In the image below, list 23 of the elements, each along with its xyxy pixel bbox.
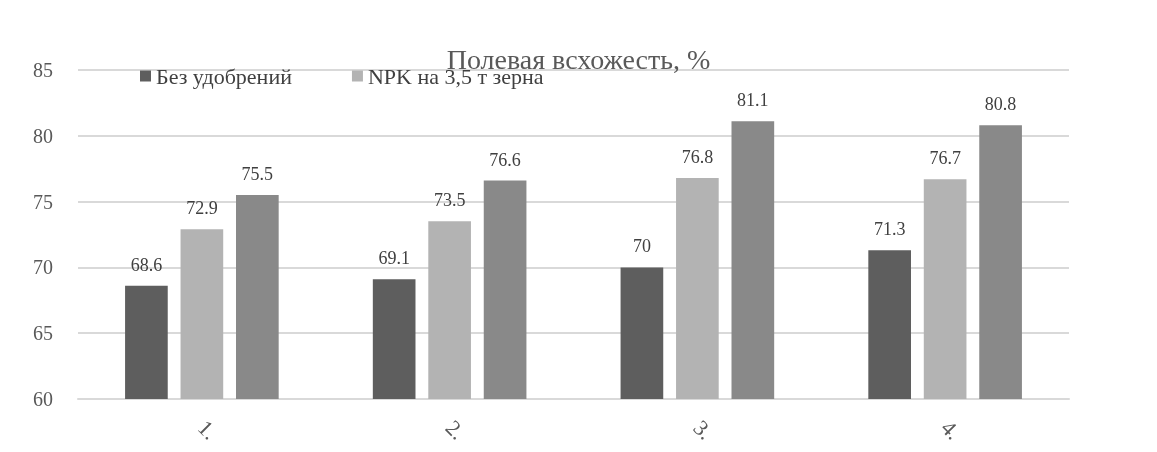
x-tick-label: 3.: [688, 415, 718, 445]
data-label: 75.5: [241, 164, 274, 185]
data-label: 72.9: [186, 198, 218, 219]
data-label: 69.1: [378, 248, 410, 269]
data-label: 76.6: [489, 149, 521, 170]
y-tick-label: 70: [33, 256, 53, 279]
data-label: 76.7: [929, 148, 961, 169]
y-tick-label: 65: [33, 322, 53, 345]
y-tick-label: 85: [33, 59, 53, 81]
x-tick-label: 4.: [936, 415, 966, 445]
data-label: 70: [632, 236, 651, 257]
y-tick-label: 60: [33, 388, 53, 410]
y-tick-label: 75: [33, 190, 53, 213]
data-label: 68.6: [130, 254, 163, 275]
data-label: 76.8: [681, 146, 714, 167]
data-label: 71.3: [873, 219, 906, 240]
x-tick-label: 1.: [193, 415, 223, 445]
legend-label: Без удобрений: [156, 63, 293, 89]
data-label: 81.1: [737, 90, 769, 111]
data-label: 73.5: [433, 190, 466, 211]
x-tick-label: 2.: [440, 415, 471, 445]
y-tick-label: 80: [33, 124, 53, 147]
data-label: 80.8: [984, 94, 1017, 115]
